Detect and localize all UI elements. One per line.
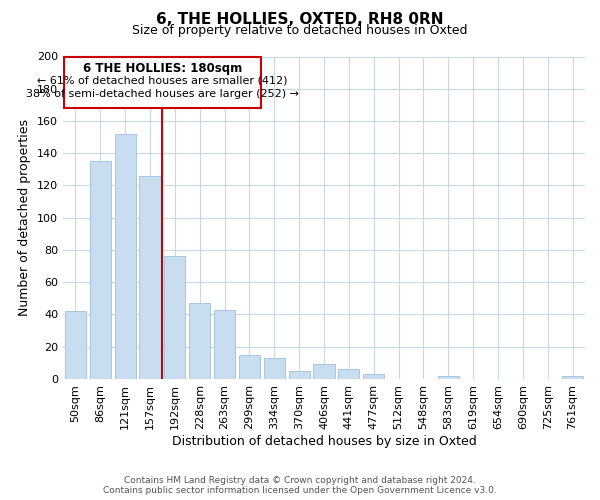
X-axis label: Distribution of detached houses by size in Oxted: Distribution of detached houses by size … (172, 434, 476, 448)
Y-axis label: Number of detached properties: Number of detached properties (19, 119, 31, 316)
Bar (164, 256, 185, 379)
Text: 6 THE HOLLIES: 180sqm: 6 THE HOLLIES: 180sqm (83, 62, 242, 75)
Bar (89, 162, 111, 379)
Bar (139, 176, 161, 379)
Text: ← 61% of detached houses are smaller (412): ← 61% of detached houses are smaller (41… (37, 76, 287, 86)
FancyBboxPatch shape (64, 56, 260, 108)
Bar (562, 376, 583, 379)
Bar (214, 310, 235, 379)
Text: 6, THE HOLLIES, OXTED, RH8 0RN: 6, THE HOLLIES, OXTED, RH8 0RN (156, 12, 444, 28)
Text: 38% of semi-detached houses are larger (252) →: 38% of semi-detached houses are larger (… (26, 88, 299, 99)
Bar (313, 364, 335, 379)
Bar (65, 311, 86, 379)
Bar (263, 358, 285, 379)
Bar (338, 370, 359, 379)
Text: Contains HM Land Registry data © Crown copyright and database right 2024.
Contai: Contains HM Land Registry data © Crown c… (103, 476, 497, 495)
Bar (289, 371, 310, 379)
Bar (189, 303, 210, 379)
Text: Size of property relative to detached houses in Oxted: Size of property relative to detached ho… (132, 24, 468, 37)
Bar (115, 134, 136, 379)
Bar (438, 376, 459, 379)
Bar (239, 355, 260, 379)
Bar (363, 374, 384, 379)
